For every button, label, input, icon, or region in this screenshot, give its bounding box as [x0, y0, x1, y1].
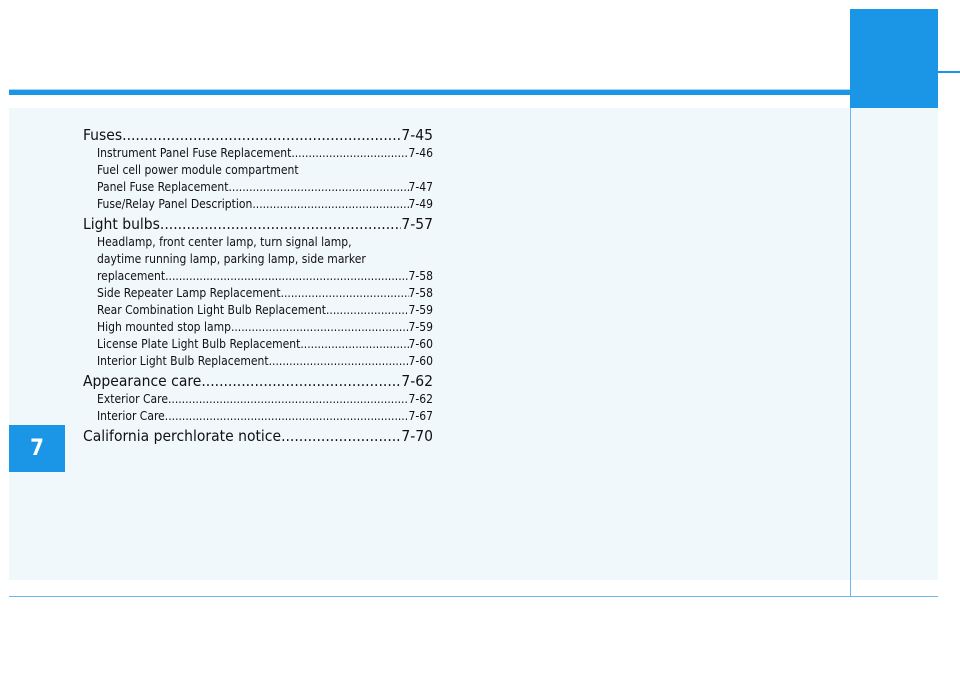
toc-entry-label: Side Repeater Lamp Replacement	[97, 286, 281, 300]
header-rule-light	[9, 89, 850, 90]
toc-entry-page: 7-58	[408, 286, 434, 300]
toc-entry[interactable]: Side Repeater Lamp Replacement 7-58	[83, 285, 433, 302]
toc-entry-label: Appearance care	[83, 372, 202, 390]
toc-entry-label: Interior Light Bulb Replacement	[97, 354, 269, 368]
toc-entry-page: 7-49	[408, 197, 434, 211]
toc-entry[interactable]: daytime running lamp, parking lamp, side…	[83, 251, 433, 268]
toc-entry-label: Fuel cell power module compartment	[97, 163, 299, 177]
toc-entry-page: 7-62	[401, 372, 433, 390]
dot-leader	[122, 125, 401, 145]
toc-entry-label: Exterior Care	[97, 392, 168, 406]
dot-leader	[201, 371, 401, 391]
dot-leader	[165, 268, 408, 285]
toc-entry-label: replacement	[97, 269, 166, 283]
toc-entry-page: 7-58	[408, 269, 434, 283]
toc-entry-page: 7-62	[408, 392, 434, 406]
toc-entry[interactable]: Fuse/Relay Panel Description 7-49	[83, 196, 433, 213]
dot-leader	[252, 196, 408, 213]
toc-entry-label: Panel Fuse Replacement	[97, 180, 229, 194]
toc-entry[interactable]: Interior Care 7-67	[83, 408, 433, 425]
content-panel	[9, 108, 938, 580]
toc-entry-label: Fuse/Relay Panel Description	[97, 197, 253, 211]
dot-leader	[168, 391, 409, 408]
toc-entry-label: California perchlorate notice	[83, 427, 282, 445]
toc-entry[interactable]: Appearance care 7-62	[83, 371, 433, 391]
toc-entry-page: 7-57	[401, 215, 433, 233]
toc-entry[interactable]: High mounted stop lamp 7-59	[83, 319, 433, 336]
dot-leader	[281, 426, 401, 446]
footer-rule	[9, 596, 938, 597]
dot-leader	[326, 302, 409, 319]
toc-entry-label: Rear Combination Light Bulb Replacement	[97, 303, 326, 317]
dot-leader	[269, 353, 409, 370]
toc-entry[interactable]: Instrument Panel Fuse Replacement 7-46	[83, 145, 433, 162]
toc-entry-label: Instrument Panel Fuse Replacement	[97, 146, 292, 160]
toc-entry-page: 7-67	[408, 409, 434, 423]
header-rule	[9, 90, 850, 95]
dot-leader	[281, 285, 409, 302]
toc-entry[interactable]: Light bulbs 7-57	[83, 214, 433, 234]
dot-leader	[231, 319, 409, 336]
toc-entry-page: 7-60	[408, 354, 434, 368]
dot-leader	[291, 145, 408, 162]
edge-rule	[938, 71, 960, 73]
margin-divider	[850, 108, 851, 597]
toc-entry[interactable]: Panel Fuse Replacement 7-47	[83, 179, 433, 196]
toc-entry-label: High mounted stop lamp	[97, 320, 231, 334]
toc-entry-page: 7-45	[401, 126, 433, 144]
chapter-tab[interactable]: 7	[9, 425, 65, 472]
toc-entry[interactable]: Exterior Care 7-62	[83, 391, 433, 408]
toc-entry-page: 7-59	[408, 303, 434, 317]
dot-leader	[165, 408, 409, 425]
toc-entry-label: Light bulbs	[83, 215, 160, 233]
corner-block	[850, 9, 938, 108]
dot-leader	[300, 336, 408, 353]
toc-entry-label: Interior Care	[97, 409, 165, 423]
toc-entry-label: daytime running lamp, parking lamp, side…	[97, 252, 366, 266]
toc-entry[interactable]: Interior Light Bulb Replacement 7-60	[83, 353, 433, 370]
toc-entry[interactable]: License Plate Light Bulb Replacement 7-60	[83, 336, 433, 353]
toc-entry[interactable]: Rear Combination Light Bulb Replacement 7…	[83, 302, 433, 319]
toc-entry-label: Fuses	[83, 126, 123, 144]
toc-entry-page: 7-70	[401, 427, 433, 445]
toc-entry[interactable]: Fuses 7-45	[83, 125, 433, 145]
toc-entry[interactable]: replacement 7-58	[83, 268, 433, 285]
toc-entry-page: 7-47	[408, 180, 434, 194]
toc-entry-label: License Plate Light Bulb Replacement	[97, 337, 301, 351]
dot-leader	[160, 214, 401, 234]
toc-entry-page: 7-59	[408, 320, 434, 334]
toc-entry-page: 7-46	[408, 146, 434, 160]
toc-entry[interactable]: California perchlorate notice 7-70	[83, 426, 433, 446]
toc-entry[interactable]: Fuel cell power module compartment	[83, 162, 433, 179]
toc-entry[interactable]: Headlamp, front center lamp, turn signal…	[83, 234, 433, 251]
toc-entry-label: Headlamp, front center lamp, turn signal…	[97, 235, 352, 249]
dot-leader	[229, 179, 409, 196]
toc-entry-page: 7-60	[408, 337, 434, 351]
